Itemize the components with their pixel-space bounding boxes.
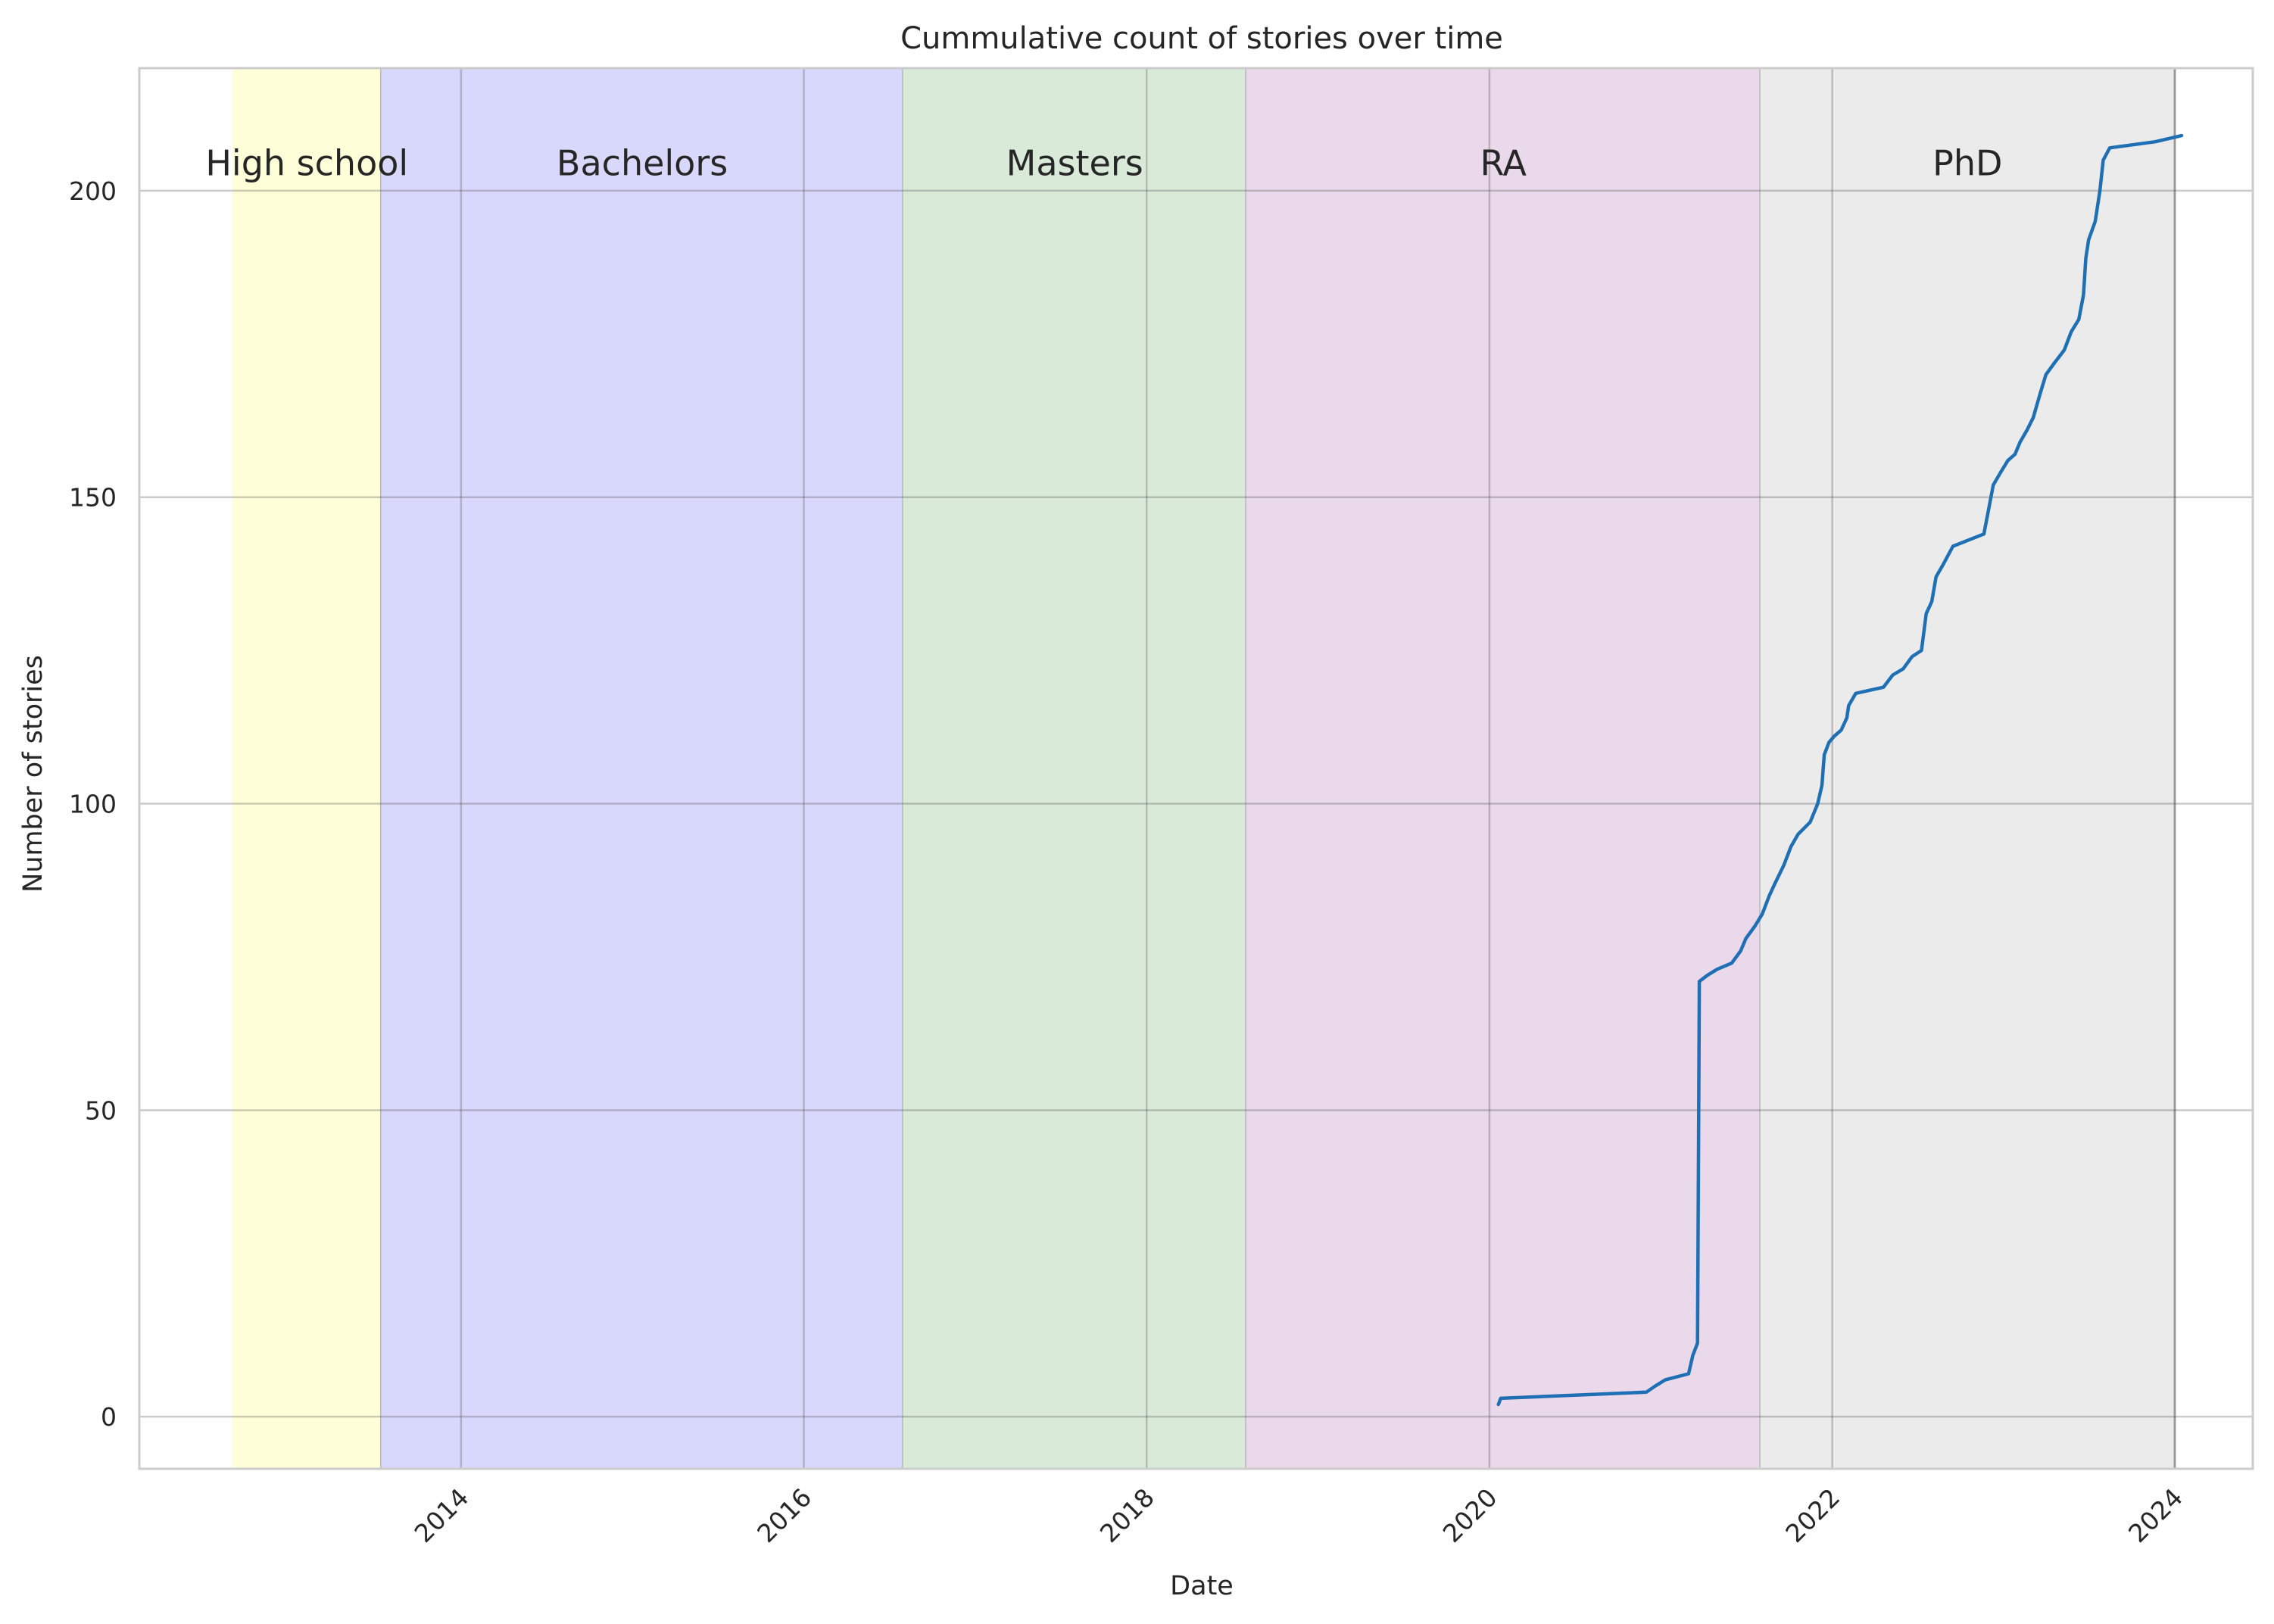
y-tick-label: 50 [85, 1096, 117, 1125]
y-tick-label: 200 [69, 176, 117, 206]
cumulative-stories-line [1496, 133, 2184, 1407]
phase-band-high-school [232, 68, 382, 1469]
x-tick-label: 2020 [1437, 1482, 1503, 1548]
gridlines [139, 68, 2253, 1469]
phase-label-phd: PhD [1932, 143, 2002, 184]
phase-band-ra [1246, 68, 1761, 1469]
x-tick-labels: 2014 2016 2018 2020 2022 2024 [409, 1482, 2188, 1548]
phase-band-bachelors [381, 68, 903, 1469]
phase-band-masters [903, 68, 1246, 1469]
phase-label-masters: Masters [1006, 143, 1143, 184]
phase-band-phd [1760, 68, 2175, 1469]
x-tick-label: 2024 [2123, 1482, 2188, 1548]
x-tick-label: 2014 [409, 1482, 475, 1548]
phase-label-ra: RA [1480, 143, 1527, 184]
y-tick-label: 150 [69, 483, 117, 513]
y-tick-label: 0 [101, 1402, 117, 1432]
x-tick-label: 2016 [751, 1482, 817, 1548]
phase-label-bachelors: Bachelors [557, 143, 728, 184]
x-axis-label: Date [1170, 1571, 1234, 1601]
phase-bands [232, 68, 2176, 1469]
phase-labels: High school Bachelors Masters RA PhD [205, 143, 2002, 184]
phase-label-high-school: High school [205, 143, 408, 184]
y-tick-labels: 0 50 100 150 200 [69, 176, 117, 1432]
plot-frame [138, 67, 2254, 1470]
y-tick-label: 100 [69, 790, 117, 819]
data-series [1496, 133, 2184, 1407]
y-axis-label: Number of stories [18, 655, 48, 893]
plot-area-border [138, 67, 2254, 1470]
x-tick-label: 2022 [1780, 1482, 1845, 1548]
x-tick-label: 2018 [1094, 1482, 1160, 1548]
chart-title: Cummulative count of stories over time [900, 21, 1503, 56]
